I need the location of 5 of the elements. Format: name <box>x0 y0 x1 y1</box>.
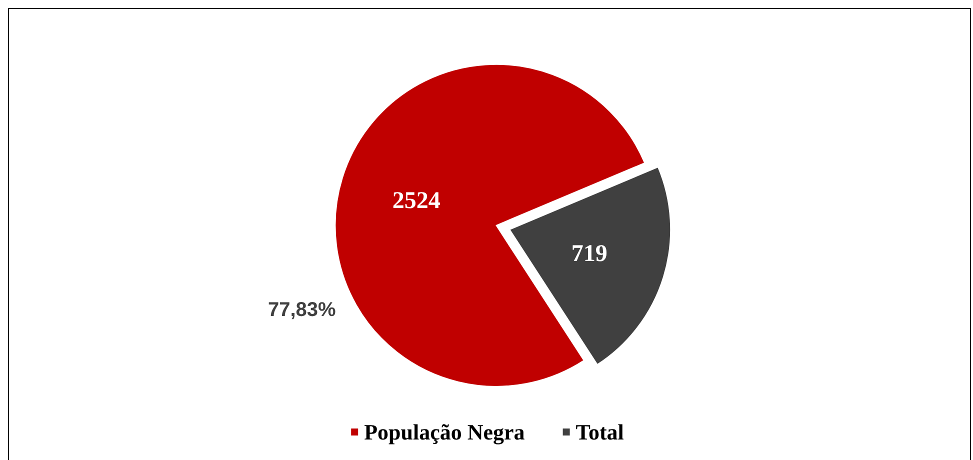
legend-label: População Negra <box>364 420 525 444</box>
data-label: 2524 <box>392 188 440 214</box>
text: 77,83% <box>268 299 336 321</box>
data-label: 719 <box>571 241 608 268</box>
legend-label: Total <box>576 420 624 444</box>
